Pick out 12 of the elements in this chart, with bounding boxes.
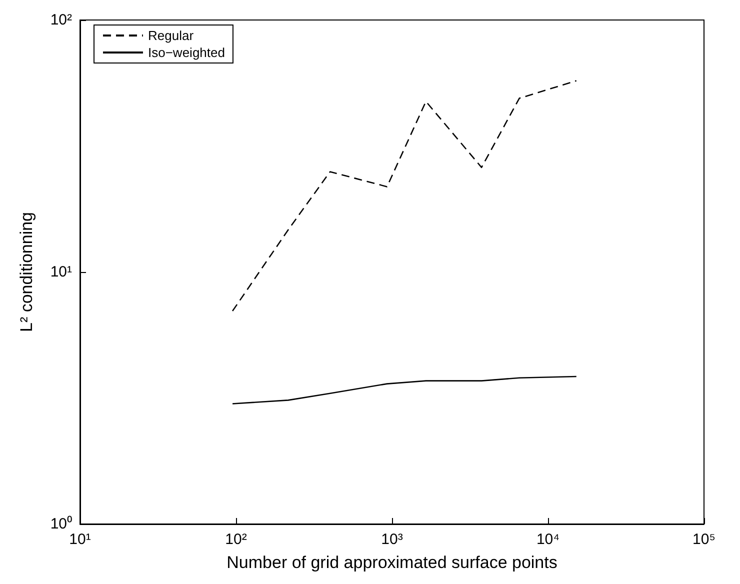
x-axis-title: Number of grid approximated surface points	[226, 553, 558, 572]
x-tick-label: 10²	[225, 531, 247, 548]
y-axis-title: L² conditionning	[17, 212, 36, 332]
x-tick-label: 10⁴	[536, 531, 560, 548]
y-tick-label: 10¹	[50, 264, 72, 280]
legend-label: Regular	[148, 28, 194, 43]
x-tick-label: 10¹	[69, 531, 91, 548]
x-tick-label: 10³	[381, 531, 403, 548]
y-tick-label: 10⁰	[50, 516, 72, 532]
legend-label: Iso−weighted	[148, 45, 225, 60]
x-tick-label: 10⁵	[692, 531, 716, 548]
y-tick-label: 10²	[50, 12, 72, 28]
